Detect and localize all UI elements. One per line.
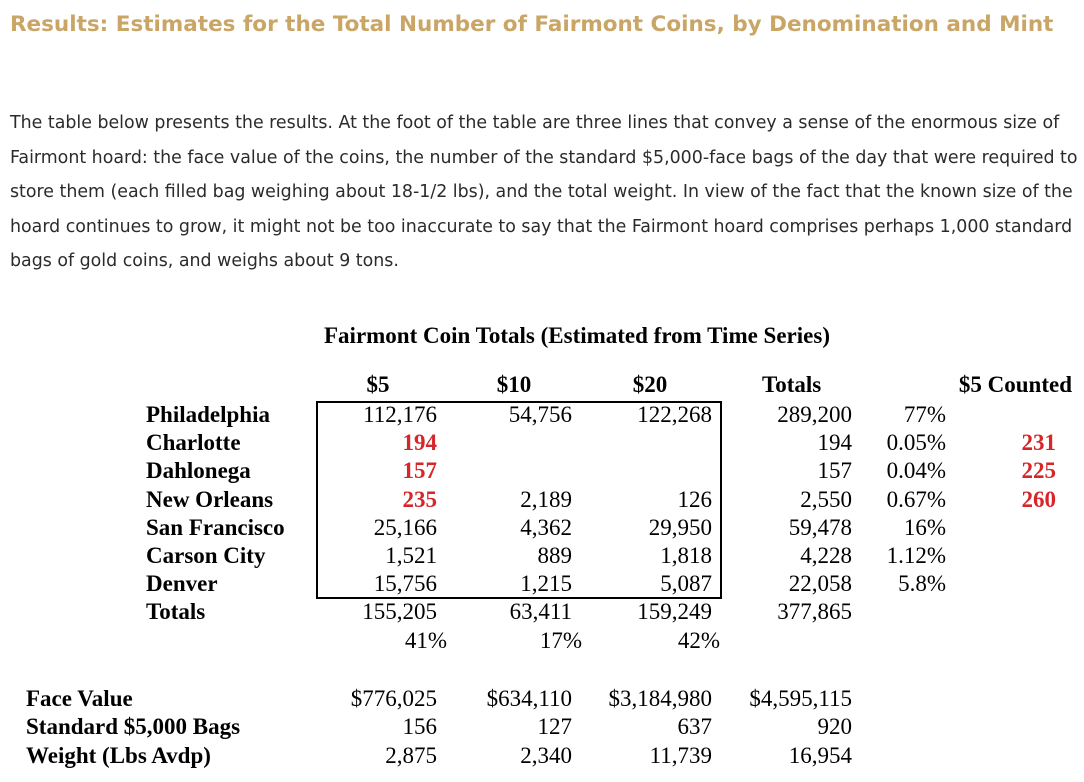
cell-total: 4,228: [800, 543, 852, 568]
footer-5-dollar: 2,875: [385, 742, 437, 768]
footer-5-dollar: $776,025: [350, 686, 437, 711]
intro-paragraph: The table below presents the results. At…: [10, 113, 1078, 271]
footer-10-dollar: 127: [537, 714, 573, 740]
cell-5-dollar: 1,521: [385, 543, 437, 568]
cell-10-dollar: 1,215: [520, 571, 572, 597]
cell-total: 194: [817, 430, 853, 456]
row-label: New Orleans: [146, 486, 274, 512]
cell-total: 22,058: [788, 571, 852, 597]
cell-10-dollar: 4,362: [520, 514, 572, 540]
cell-5-dollar: 194: [402, 430, 438, 456]
table-title: Fairmont Coin Totals (Estimated from Tim…: [324, 323, 830, 348]
row-label: Charlotte: [146, 430, 241, 456]
cell-total: 377,865: [777, 599, 852, 625]
header-totals: Totals: [762, 372, 822, 397]
header-5-dollar: $5: [366, 372, 390, 397]
footer-label: Standard $5,000 Bags: [26, 714, 241, 740]
share-10-dollar: 17%: [539, 627, 582, 653]
footer-label: Weight (Lbs Avdp): [26, 742, 211, 768]
cell-20-dollar: 126: [677, 486, 713, 512]
section-heading: Results: Estimates for the Total Number …: [10, 12, 1054, 37]
row-label: Carson City: [146, 543, 266, 568]
cell-20-dollar: 159,249: [637, 599, 712, 625]
cell-5-dollar: 157: [402, 458, 438, 484]
cell-percent: 5.8%: [898, 571, 946, 597]
cell-20-dollar: 29,950: [648, 514, 712, 540]
row-label: Dahlonega: [146, 458, 251, 484]
cell-10-dollar: 63,411: [509, 599, 572, 625]
header-5-counted: $5 Counted: [958, 372, 1072, 397]
row-label: Denver: [146, 571, 218, 597]
footer-label: Face Value: [26, 686, 133, 711]
cell-5-counted: 225: [1021, 458, 1057, 484]
cell-20-dollar: 1,818: [660, 543, 712, 568]
footer-10-dollar: 2,340: [520, 742, 572, 768]
footer-5-dollar: 156: [402, 714, 438, 740]
footer-total: 16,954: [788, 742, 852, 768]
header-10-dollar: $10: [496, 372, 532, 397]
cell-5-dollar: 112,176: [363, 402, 437, 427]
cell-10-dollar: 2,189: [520, 486, 572, 512]
footer-total: $4,595,115: [749, 686, 852, 711]
cell-total: 289,200: [777, 402, 852, 427]
cell-total: 157: [817, 458, 853, 484]
cell-5-dollar: 25,166: [373, 514, 437, 540]
cell-percent: 1.12%: [886, 543, 946, 568]
cell-5-counted: 231: [1021, 430, 1057, 456]
footer-total: 920: [817, 714, 853, 740]
cell-10-dollar: 54,756: [508, 402, 572, 427]
cell-10-dollar: 889: [537, 543, 573, 568]
cell-20-dollar: 122,268: [637, 402, 712, 427]
row-label: Philadelphia: [146, 402, 270, 427]
data-box-border: [316, 401, 722, 599]
header-20-dollar: $20: [632, 372, 668, 397]
footer-20-dollar: $3,184,980: [608, 686, 713, 711]
cell-percent: 0.67%: [886, 486, 946, 512]
cell-percent: 77%: [903, 402, 946, 427]
cell-total: 2,550: [800, 486, 852, 512]
cell-percent: 0.04%: [886, 458, 946, 484]
cell-5-dollar: 15,756: [373, 571, 437, 597]
cell-percent: 0.05%: [886, 430, 946, 456]
row-label: San Francisco: [146, 514, 285, 540]
footer-10-dollar: $634,110: [486, 686, 572, 711]
cell-5-dollar: 155,205: [362, 599, 437, 625]
cell-20-dollar: 5,087: [660, 571, 712, 597]
share-20-dollar: 42%: [677, 627, 720, 653]
footer-20-dollar: 637: [677, 714, 713, 740]
footer-20-dollar: 11,739: [649, 742, 712, 768]
cell-5-counted: 260: [1021, 486, 1057, 512]
cell-total: 59,478: [788, 514, 852, 540]
cell-5-dollar: 235: [402, 486, 438, 512]
cell-percent: 16%: [903, 514, 946, 540]
share-5-dollar: 41%: [404, 627, 447, 653]
row-label: Totals: [146, 599, 206, 625]
